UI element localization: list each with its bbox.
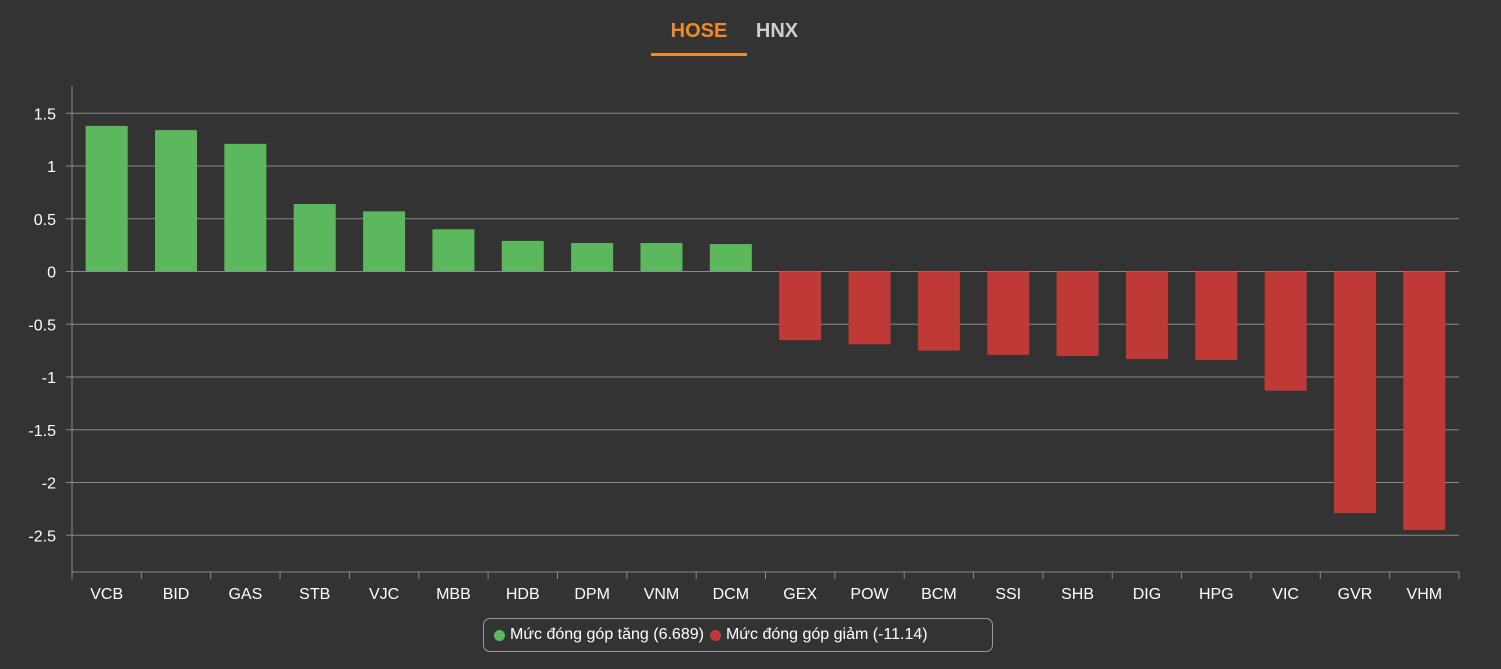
positive-dot-icon (494, 629, 505, 641)
tab-hnx[interactable]: HNX (755, 20, 799, 42)
chart-legend: Mức đóng góp tăng (6.689) Mức đóng góp g… (483, 618, 993, 652)
x-tick-label: DPM (574, 586, 610, 603)
x-tick-label: VJC (369, 586, 399, 603)
y-tick-label: 1 (47, 159, 56, 176)
bar-gex (779, 271, 822, 341)
x-tick-label: DIG (1133, 586, 1161, 603)
bar-mbb (432, 229, 475, 272)
bar-dcm (709, 244, 752, 272)
bar-gas (224, 143, 267, 272)
bar-dig (1125, 271, 1168, 360)
x-tick-label: SHB (1061, 586, 1094, 603)
x-tick-label: HDB (506, 586, 540, 603)
legend-negative-label: Mức đóng góp giảm (-11.14) (725, 626, 928, 643)
x-tick-label: STB (299, 586, 330, 603)
bar-shb (1056, 271, 1099, 356)
x-tick-label: SSI (995, 586, 1021, 603)
bar-ssi (987, 271, 1030, 355)
y-tick-label: 0.5 (34, 212, 56, 229)
bar-vhm (1403, 271, 1446, 530)
bar-bid (155, 130, 198, 272)
bar-pow (848, 271, 891, 345)
legend-item-negative[interactable]: Mức đóng góp giảm (-11.14) (709, 626, 928, 644)
y-tick-label: -2.5 (28, 528, 56, 545)
y-tick-label: 1.5 (34, 106, 56, 123)
negative-dot-icon (709, 629, 721, 641)
x-tick-label: VIC (1272, 586, 1299, 603)
x-tick-label: DCM (713, 586, 749, 603)
bar-hpg (1195, 271, 1238, 361)
y-tick-label: -2 (42, 476, 56, 493)
legend-positive-label: Mức đóng góp tăng (6.689) (510, 626, 704, 643)
legend-item-positive[interactable]: Mức đóng góp tăng (6.689) (494, 626, 704, 644)
x-tick-label: BCM (921, 586, 957, 603)
y-tick-label: -1.5 (28, 423, 56, 440)
x-tick-label: GEX (783, 586, 817, 603)
y-tick-label: -0.5 (28, 317, 56, 334)
bar-gvr (1333, 271, 1376, 514)
y-tick-label: -1 (42, 370, 56, 387)
x-tick-label: POW (850, 586, 889, 603)
bar-vcb (85, 125, 128, 272)
x-tick-label: HPG (1199, 586, 1234, 603)
x-tick-label: BID (163, 586, 190, 603)
bar-stb (293, 203, 336, 272)
x-tick-label: VHM (1407, 586, 1443, 603)
bar-vic (1264, 271, 1307, 391)
tab-hose[interactable]: HOSE (651, 12, 747, 56)
x-tick-label: VNM (644, 586, 680, 603)
x-tick-label: MBB (436, 586, 471, 603)
bar-bcm (917, 271, 960, 351)
exchange-tabs: HOSE HNX (651, 12, 817, 56)
x-tick-label: VCB (90, 586, 123, 603)
x-tick-label: GVR (1338, 586, 1373, 603)
bar-vjc (363, 211, 406, 272)
x-tick-label: GAS (228, 586, 262, 603)
bar-hdb (501, 240, 544, 272)
y-tick-label: 0 (47, 265, 56, 282)
bar-vnm (640, 243, 683, 272)
bar-dpm (571, 243, 614, 272)
